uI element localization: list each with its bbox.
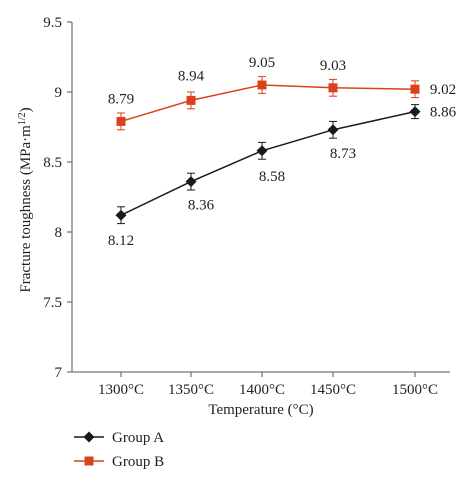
data-label: 9.02: [430, 82, 456, 98]
legend-item: Group B: [74, 454, 164, 470]
data-point: [257, 80, 267, 90]
data-label: 8.73: [330, 146, 356, 162]
series-line: [120, 84, 416, 123]
y-axis-label-sup: 1/2: [17, 112, 28, 125]
y-tick-label: 8.5: [43, 155, 62, 171]
y-tick-label: 8: [55, 225, 63, 241]
x-ticks: 1300°C 1350°C 1400°C 1450°C 1500°C: [98, 372, 438, 398]
data-point: [185, 176, 197, 188]
data-label: 8.86: [430, 105, 457, 121]
x-tick-label: 1350°C: [168, 382, 214, 398]
data-label: 8.58: [259, 169, 285, 185]
series-group-a: 8.12 8.36 8.58 8.73 8.86: [108, 104, 457, 249]
data-label: 8.94: [178, 68, 205, 84]
y-tick-label: 9.5: [43, 15, 62, 31]
legend-label: Group A: [112, 430, 164, 446]
y-axis-label: Fracture toughness (MPa·m1/2): [17, 107, 35, 292]
y-axis-label-end: ): [18, 107, 34, 112]
series-layer: 8.12 8.36 8.58 8.73 8.86 8.79 8.94 9.05 9.03 9.02: [108, 55, 457, 249]
x-tick-label: 1500°C: [392, 382, 438, 398]
data-point: [327, 124, 339, 136]
data-point: [256, 145, 268, 157]
data-point: [116, 116, 126, 126]
data-label: 8.12: [108, 233, 134, 249]
data-point: [409, 106, 421, 118]
data-point: [410, 84, 420, 94]
legend-item: Group A: [74, 430, 164, 446]
legend-marker: [83, 431, 95, 443]
series-group-b: 8.79 8.94 9.05 9.03 9.02: [108, 55, 456, 131]
data-label: 9.05: [249, 55, 275, 71]
axes: [71, 22, 450, 373]
data-point: [115, 209, 127, 221]
y-tick-label: 9: [55, 85, 63, 101]
x-tick-label: 1450°C: [310, 382, 356, 398]
legend-label: Group B: [112, 454, 164, 470]
data-label: 8.79: [108, 91, 134, 107]
data-point: [328, 83, 338, 93]
data-point: [186, 95, 196, 105]
data-label: 9.03: [320, 58, 346, 74]
y-tick-label: 7: [55, 365, 63, 381]
x-axis-label: Temperature (°C): [208, 402, 313, 418]
x-tick-label: 1300°C: [98, 382, 144, 398]
y-tick-label: 7.5: [43, 295, 62, 311]
y-axis-label-main: Fracture toughness (MPa·m: [18, 125, 34, 293]
y-ticks: 7 7.5 8 8.5 9 9.5: [43, 15, 72, 381]
legend: Group A Group B: [74, 430, 164, 470]
data-label: 8.36: [188, 198, 215, 214]
series-line: [120, 110, 416, 216]
legend-marker: [84, 456, 94, 466]
x-tick-label: 1400°C: [239, 382, 285, 398]
